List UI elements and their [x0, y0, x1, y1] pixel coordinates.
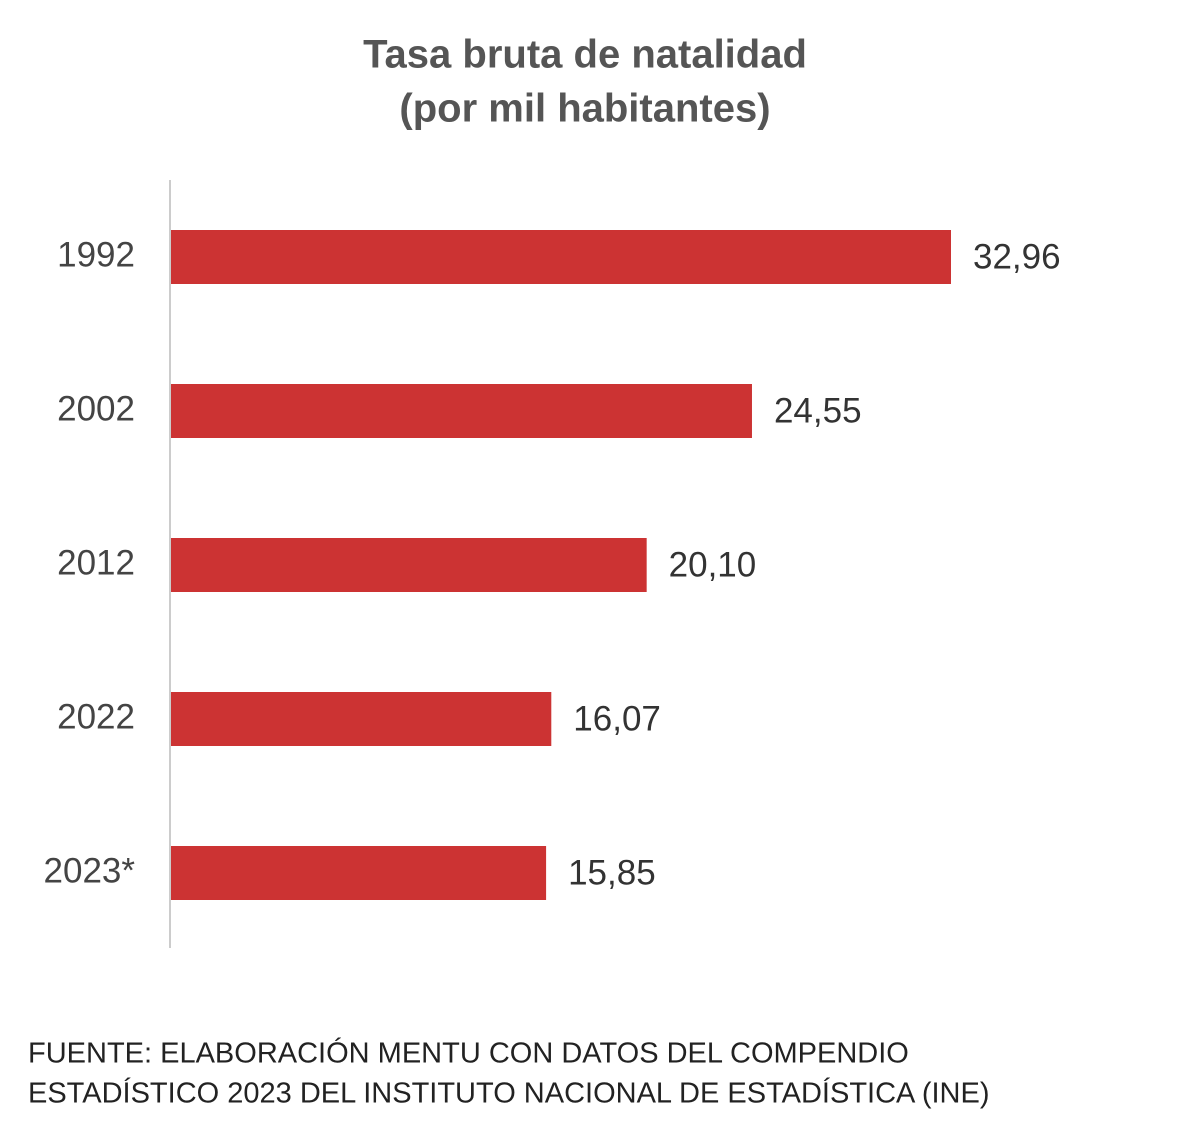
- value-label: 24,55: [774, 391, 862, 430]
- bar: [171, 538, 647, 592]
- bar: [171, 384, 752, 438]
- y-tick-label: 2022: [57, 697, 135, 736]
- chart-title: Tasa bruta de natalidad: [363, 33, 807, 77]
- bar: [171, 846, 547, 900]
- y-tick-label: 1992: [57, 235, 135, 274]
- value-label: 16,07: [573, 699, 661, 738]
- bar: [171, 230, 951, 284]
- chart-subtitle: (por mil habitantes): [399, 87, 770, 131]
- value-label: 15,85: [568, 853, 656, 892]
- y-tick-label: 2023*: [44, 851, 136, 890]
- value-label: 32,96: [973, 237, 1061, 276]
- y-tick-label: 2012: [57, 543, 135, 582]
- bar: [171, 692, 552, 746]
- value-label: 20,10: [669, 545, 757, 584]
- source-note: ESTADÍSTICO 2023 DEL INSTITUTO NACIONAL …: [28, 1077, 990, 1110]
- y-tick-label: 2002: [57, 389, 135, 428]
- source-note: FUENTE: ELABORACIÓN MENTU CON DATOS DEL …: [28, 1037, 909, 1070]
